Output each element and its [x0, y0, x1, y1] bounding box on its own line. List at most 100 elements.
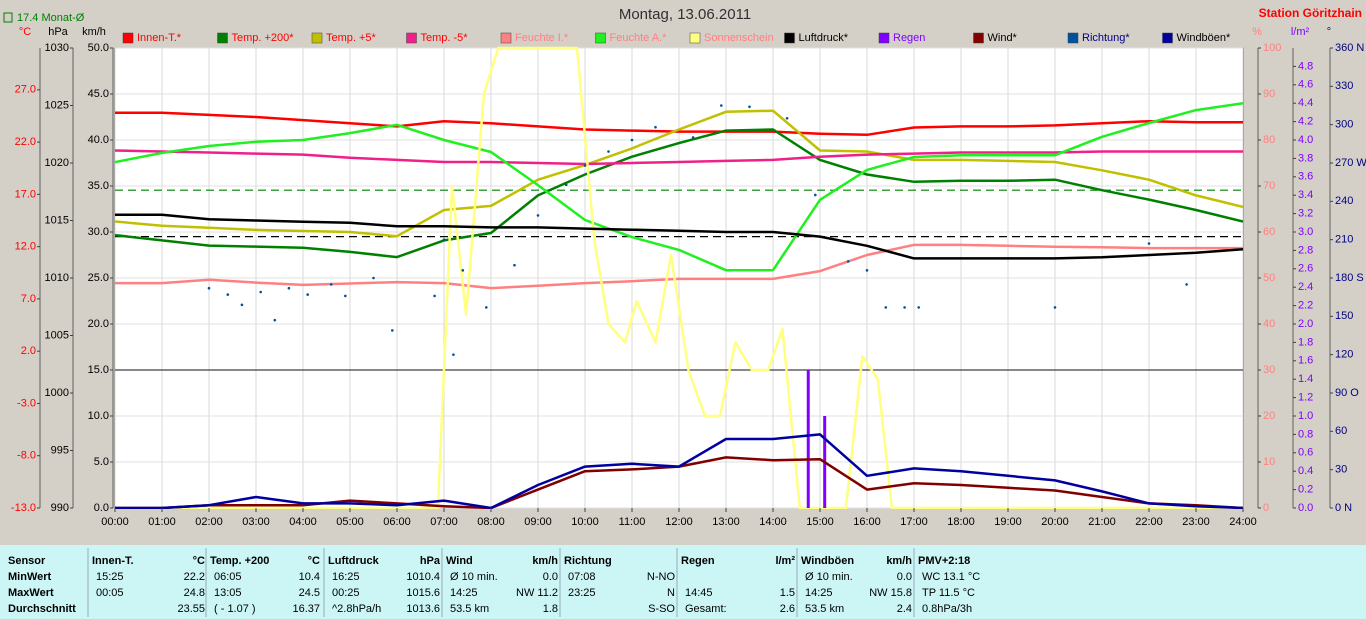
- legend-label: Feuchte A.*: [610, 32, 668, 44]
- y-tick-label: -3.0: [17, 397, 36, 409]
- legend-label: Wind*: [988, 32, 1018, 44]
- y-tick-label: 15.0: [88, 364, 109, 376]
- y-tick-label: 300: [1335, 119, 1353, 131]
- y-tick-label: 360 N: [1335, 42, 1364, 54]
- y-tick-label: 3.4: [1298, 189, 1313, 201]
- y-tick-label: 7.0: [21, 293, 36, 305]
- series-line: [115, 243, 1243, 290]
- y-tick-label: 0: [1263, 502, 1269, 514]
- y-tick-label: 1030: [45, 42, 69, 54]
- y-tick-label: 0.8: [1298, 428, 1313, 440]
- direction-dot: [814, 193, 817, 197]
- legend-swatch: [1067, 32, 1079, 44]
- direction-dot: [607, 150, 610, 153]
- x-tick-label: 11:00: [619, 516, 646, 528]
- direction-dot: [273, 318, 277, 322]
- table-cell: 16.37: [292, 603, 320, 615]
- x-tick-label: 13:00: [712, 516, 740, 528]
- table-cell: 1010.4: [406, 571, 440, 583]
- y-tick-label: 210: [1335, 234, 1353, 246]
- table-cell: 53.5 km: [805, 603, 844, 615]
- x-tick-label: 03:00: [242, 516, 270, 528]
- x-tick-label: 21:00: [1088, 516, 1116, 528]
- table-cell: 53.5 km: [450, 603, 489, 615]
- y-axis-unit: km/h: [82, 26, 106, 38]
- table-cell: 00:25: [332, 587, 360, 599]
- y-tick-label: 995: [51, 444, 69, 456]
- monthly-icon: [3, 12, 13, 23]
- table-header: l/m²: [775, 555, 795, 567]
- series-line: [115, 213, 1243, 260]
- direction-dot: [452, 353, 455, 356]
- legend-label: Temp. +5*: [326, 32, 377, 44]
- table-row-label: MinWert: [8, 571, 52, 583]
- direction-dot: [240, 303, 244, 307]
- y-tick-label: 20.0: [88, 318, 109, 330]
- direction-dot: [691, 136, 695, 139]
- x-tick-label: 18:00: [947, 516, 975, 528]
- table-cell: 14:25: [450, 587, 478, 599]
- table-cell: 00:05: [96, 587, 124, 599]
- direction-dot: [865, 269, 869, 272]
- table-row-label: Durchschnitt: [8, 603, 76, 615]
- x-tick-label: 08:00: [477, 516, 505, 528]
- y-tick-label: 0 N: [1335, 502, 1352, 514]
- y-tick-label: 2.6: [1298, 263, 1313, 275]
- y-tick-label: 2.0: [21, 345, 36, 357]
- legend-swatch: [595, 32, 606, 44]
- direction-dot: [433, 294, 436, 298]
- y-tick-label: 150: [1335, 310, 1353, 322]
- y-tick-label: 5.0: [94, 456, 109, 468]
- y-tick-label: 1.4: [1298, 373, 1313, 385]
- table-header: °C: [308, 555, 320, 567]
- direction-dot: [391, 329, 394, 332]
- y-tick-label: 3.6: [1298, 171, 1313, 183]
- series-line: [115, 46, 1243, 509]
- legend-swatch: [500, 32, 512, 44]
- y-tick-label: 1.2: [1298, 392, 1313, 404]
- y-tick-label: 45.0: [88, 88, 109, 100]
- x-tick-label: 19:00: [994, 516, 1022, 528]
- table-cell: 1.8: [543, 603, 558, 615]
- table-row-label: Sensor: [8, 555, 46, 567]
- x-tick-label: 00:00: [101, 516, 129, 528]
- x-tick-label: 22:00: [1135, 516, 1163, 528]
- direction-dot: [344, 294, 347, 298]
- y-tick-label: 4.6: [1298, 79, 1313, 91]
- table-header: km/h: [886, 555, 912, 567]
- table-header: Wind: [446, 555, 473, 567]
- direction-dot: [372, 276, 375, 280]
- legend-swatch: [1162, 32, 1173, 44]
- direction-dot: [1147, 242, 1151, 245]
- y-tick-label: 30.0: [88, 226, 109, 238]
- y-tick-label: 10: [1263, 456, 1275, 468]
- y-tick-label: 17.0: [15, 188, 36, 200]
- legend-swatch: [784, 32, 795, 44]
- table-cell: 1013.6: [406, 603, 440, 615]
- y-tick-label: 1005: [45, 329, 69, 341]
- table-header: Windböen: [801, 555, 854, 567]
- y-tick-label: 40.0: [88, 134, 109, 146]
- table-cell: 23.55: [177, 603, 205, 615]
- y-tick-label: 0.2: [1298, 484, 1313, 496]
- y-tick-label: 180 S: [1335, 272, 1364, 284]
- legend-label: Sonnenschein: [704, 32, 774, 44]
- direction-dot: [442, 238, 446, 241]
- y-tick-label: 4.2: [1298, 116, 1313, 128]
- station-name: Station Göritzhain: [1259, 6, 1362, 20]
- table-cell: 1015.6: [406, 587, 440, 599]
- legend-label: Richtung*: [1082, 32, 1130, 44]
- table-cell: 24.5: [299, 587, 320, 599]
- table-cell: 0.0: [543, 571, 558, 583]
- table-cell: Ø 10 min.: [805, 571, 853, 583]
- y-tick-label: 50.0: [88, 42, 109, 54]
- y-tick-label: 1000: [45, 387, 69, 399]
- legend-label: Innen-T.*: [137, 32, 182, 44]
- x-tick-label: 09:00: [524, 516, 552, 528]
- x-tick-label: 16:00: [853, 516, 881, 528]
- table-header: hPa: [420, 555, 441, 567]
- table-cell: ( - 1.07 ): [214, 603, 256, 615]
- direction-dot: [846, 260, 850, 263]
